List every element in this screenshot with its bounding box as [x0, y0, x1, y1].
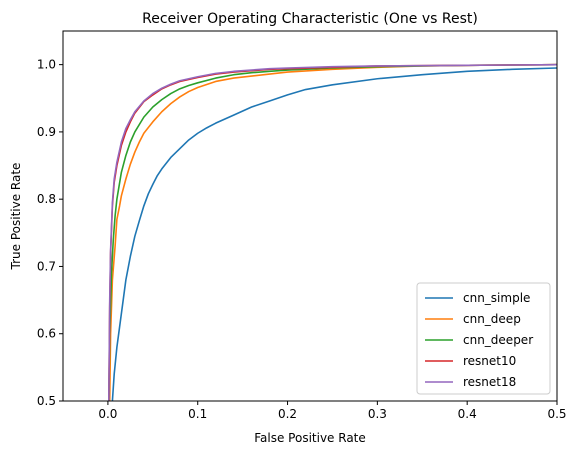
- x-tick-label: 0.4: [458, 407, 477, 421]
- series-line-cnn-simple: [111, 67, 557, 401]
- x-tick-label: 0.0: [98, 407, 117, 421]
- y-tick-label: 0.7: [37, 259, 56, 273]
- y-axis-ticks: 0.5 0.6 0.7 0.8 0.9 1.0: [37, 58, 63, 408]
- legend-label: cnn_simple: [463, 291, 530, 305]
- legend-box: [416, 282, 551, 395]
- x-axis-ticks: 0.0 0.1 0.2 0.3 0.4 0.5: [98, 401, 567, 421]
- chart-title: Receiver Operating Characteristic (One v…: [142, 11, 478, 27]
- x-tick-label: 0.5: [547, 407, 566, 421]
- x-tick-label: 0.1: [188, 407, 207, 421]
- x-axis-label: False Positive Rate: [254, 431, 366, 445]
- legend-label: cnn_deep: [463, 312, 521, 326]
- y-tick-label: 1.0: [37, 58, 56, 72]
- y-tick-label: 0.8: [37, 192, 56, 206]
- legend-label: cnn_deeper: [463, 333, 533, 347]
- series-line-cnn-deep: [108, 63, 557, 401]
- series-line-cnn-deeper: [108, 63, 557, 401]
- x-tick-label: 0.3: [368, 407, 387, 421]
- x-tick-label: 0.2: [278, 407, 297, 421]
- legend-label: resnet18: [463, 375, 516, 389]
- series-line-resnet18: [108, 63, 557, 401]
- plot-frame: [62, 30, 558, 402]
- y-tick-label: 0.6: [37, 327, 56, 341]
- y-axis-label: True Positive Rate: [9, 163, 23, 271]
- series-layer: [108, 63, 557, 401]
- y-tick-label: 0.5: [37, 394, 56, 408]
- legend-label: resnet10: [463, 354, 516, 368]
- legend: cnn_simple cnn_deep cnn_deeper resnet10 resn…: [416, 282, 551, 395]
- y-tick-label: 0.9: [37, 125, 56, 139]
